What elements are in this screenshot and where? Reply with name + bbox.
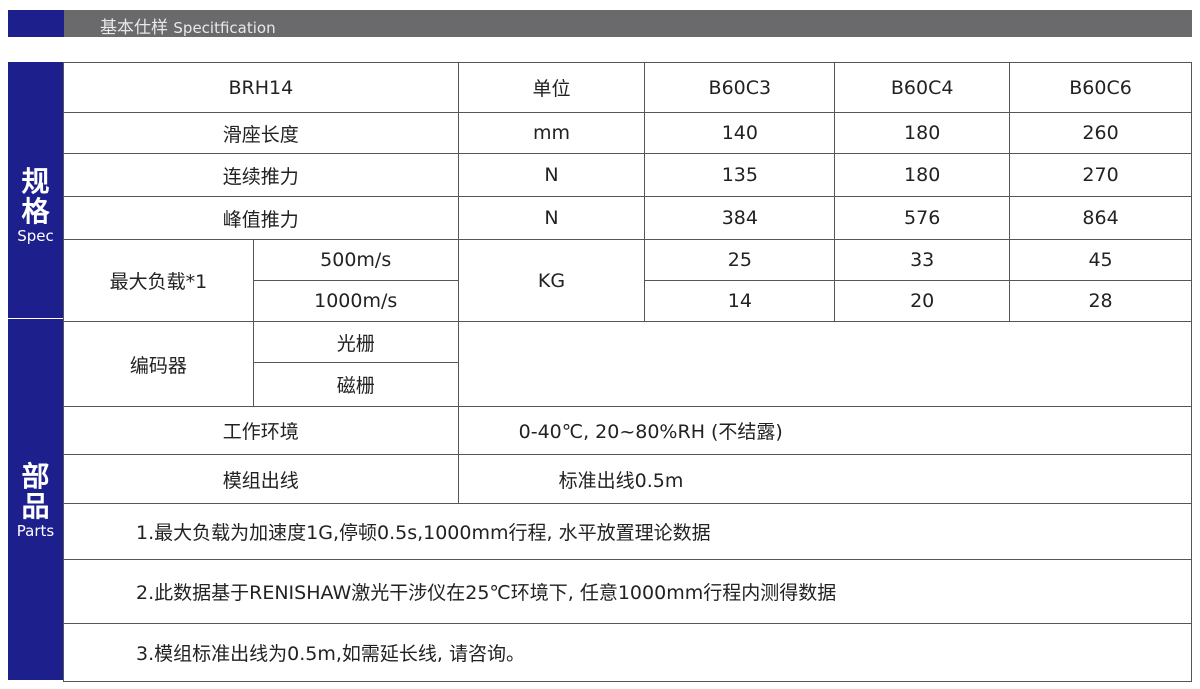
- table-row: 模组出线 标准出线0.5m: [63, 454, 1193, 504]
- parts-side-label: 部 品 Parts: [8, 319, 63, 680]
- sub-label: 光栅: [252, 321, 459, 363]
- table-row: 峰值推力 N 384 576 864: [63, 196, 1192, 240]
- table-row: 磁栅: [64, 362, 1192, 407]
- table-row: 滑座长度 mm 140 180 260: [63, 112, 1192, 154]
- section-header: 基本仕样 Specitfication: [8, 10, 1192, 38]
- cell: 28: [1009, 280, 1192, 322]
- unit-header: 单位: [457, 62, 646, 113]
- title-cn: 基本仕样: [100, 18, 168, 38]
- row-label: 模组出线: [63, 454, 459, 504]
- row-unit: N: [457, 196, 646, 240]
- cell: 140: [644, 112, 836, 154]
- table-row: 工作环境 0-40℃, 20~80%RH (不结露): [63, 406, 1193, 455]
- environment-value: 0-40℃, 20~80%RH (不结露): [457, 406, 1193, 455]
- spec-en: Spec: [17, 227, 54, 245]
- title-en: Specitfication: [173, 19, 276, 37]
- note-row: 1.最大负载为加速度1G,停顿0.5s,1000mm行程, 水平放置理论数据: [63, 503, 1192, 560]
- row-unit: N: [457, 153, 646, 197]
- row-label: 峰值推力: [63, 196, 459, 240]
- note-row: 3.模组标准出线为0.5m,如需延长线, 请咨询。: [63, 623, 1192, 682]
- cell: 260: [1009, 112, 1192, 154]
- spec-side-label: 规 格 Spec: [8, 62, 63, 318]
- sub-label: 磁栅: [252, 362, 459, 407]
- table-row: 编码器 光栅: [63, 321, 1193, 407]
- row-label: 最大负载*1: [63, 239, 254, 322]
- section-title: 基本仕样 Specitfication: [100, 13, 276, 38]
- table-row: 连续推力 N 135 180 270: [63, 153, 1192, 197]
- cell: 180: [834, 112, 1011, 154]
- row-unit: mm: [457, 112, 646, 154]
- spec-cn-2: 格: [21, 195, 50, 228]
- cell: 384: [644, 196, 836, 240]
- parts-cn-2: 品: [21, 490, 50, 523]
- note: 2.此数据基于RENISHAW激光干涉仪在25℃环境下, 任意1000mm行程内…: [63, 559, 1192, 624]
- cable-value: 标准出线0.5m: [457, 454, 1193, 504]
- cell: 33: [834, 239, 1011, 281]
- sub-label: 1000m/s: [252, 280, 459, 322]
- empty-cell: [457, 321, 1193, 407]
- table-row: 1000m/s 14 20 28: [64, 280, 1192, 322]
- row-label: 工作环境: [63, 406, 459, 455]
- model-header: BRH14: [63, 62, 459, 113]
- note: 1.最大负载为加速度1G,停顿0.5s,1000mm行程, 水平放置理论数据: [63, 503, 1192, 560]
- cell: 180: [834, 153, 1011, 197]
- table-row: 最大负载*1 500m/s KG 25 33 45: [63, 239, 1192, 322]
- sub-label: 500m/s: [252, 239, 459, 281]
- row-unit: KG: [457, 239, 646, 322]
- cell: 864: [1009, 196, 1192, 240]
- column-header: B60C3: [644, 62, 836, 113]
- cell: 576: [834, 196, 1011, 240]
- cell: 45: [1009, 239, 1192, 281]
- note-row: 2.此数据基于RENISHAW激光干涉仪在25℃环境下, 任意1000mm行程内…: [63, 559, 1192, 624]
- row-label: 滑座长度: [63, 112, 459, 154]
- parts-cn-1: 部: [21, 460, 50, 493]
- spec-table: BRH14 单位 B60C3 B60C4 B60C6 滑座长度 mm 140 180 2…: [63, 62, 1193, 682]
- row-label: 编码器: [63, 321, 254, 407]
- column-header: B60C4: [834, 62, 1011, 113]
- cell: 25: [644, 239, 836, 281]
- cell: 14: [644, 280, 836, 322]
- cell: 270: [1009, 153, 1192, 197]
- note: 3.模组标准出线为0.5m,如需延长线, 请咨询。: [63, 623, 1192, 682]
- column-header: B60C6: [1009, 62, 1192, 113]
- row-label: 连续推力: [63, 153, 459, 197]
- cell: 20: [834, 280, 1011, 322]
- table-header-row: BRH14 单位 B60C3 B60C4 B60C6: [63, 62, 1192, 113]
- cell: 135: [644, 153, 836, 197]
- parts-en: Parts: [16, 522, 55, 540]
- spec-cn-1: 规: [21, 165, 50, 198]
- header-accent: [8, 10, 64, 37]
